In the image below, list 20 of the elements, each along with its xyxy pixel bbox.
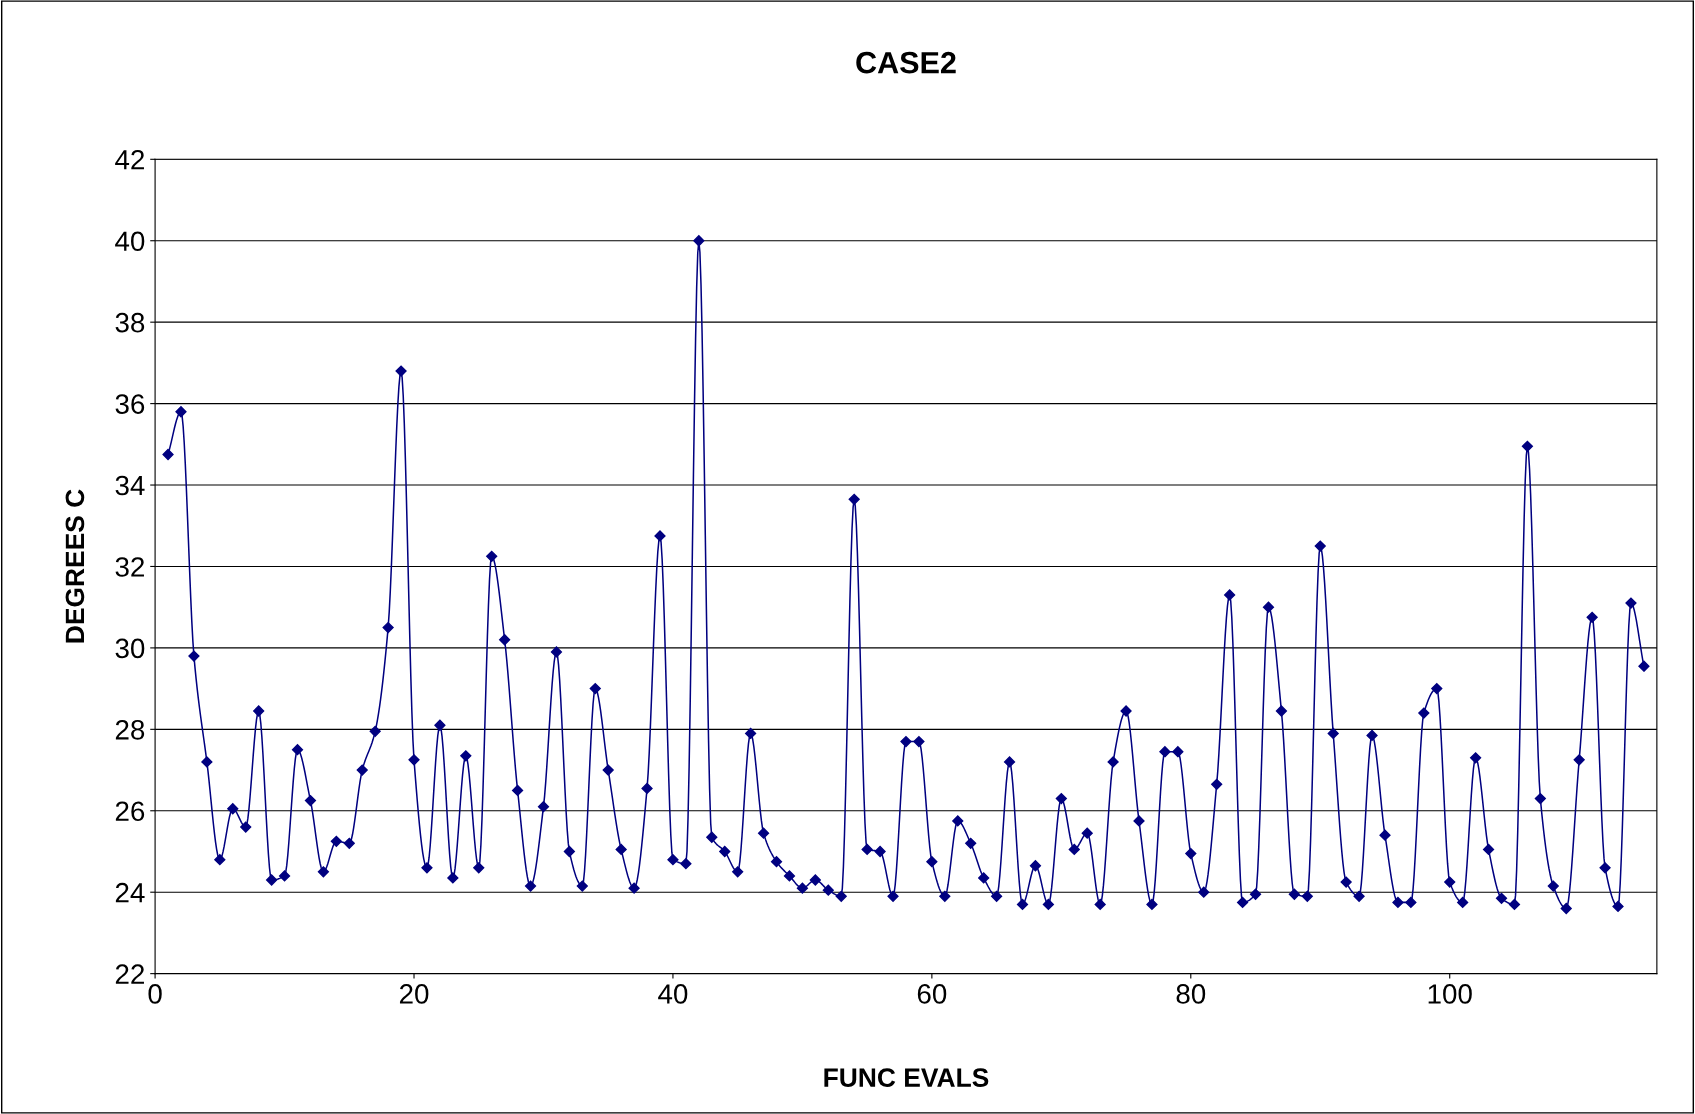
- y-tick-label: 26: [115, 801, 145, 822]
- y-tick-label: 36: [115, 394, 145, 414]
- y-tick-label: 40: [115, 231, 145, 252]
- y-tick-label: 32: [115, 557, 144, 577]
- y-tick-label: 22: [115, 964, 144, 984]
- y-tick-label: 30: [115, 638, 145, 659]
- chart-title: CASE2: [856, 51, 956, 74]
- y-tick-label: 34: [115, 475, 145, 496]
- y-tick-label: 24: [115, 882, 145, 903]
- y-tick-label: 38: [115, 312, 145, 333]
- x-tick-label: 0: [148, 984, 162, 1004]
- x-tick-label: 60: [917, 984, 947, 1004]
- x-axis-title: FUNC EVALS: [824, 1068, 989, 1087]
- y-tick-label: 28: [115, 720, 145, 740]
- y-axis-title: DEGREES C: [65, 489, 85, 643]
- x-tick-label: 100: [1428, 984, 1472, 1004]
- y-tick-label: 42: [115, 149, 144, 170]
- x-tick-label: 20: [399, 984, 429, 1004]
- x-tick-label: 40: [658, 984, 688, 1004]
- x-tick-label: 80: [1176, 984, 1206, 1004]
